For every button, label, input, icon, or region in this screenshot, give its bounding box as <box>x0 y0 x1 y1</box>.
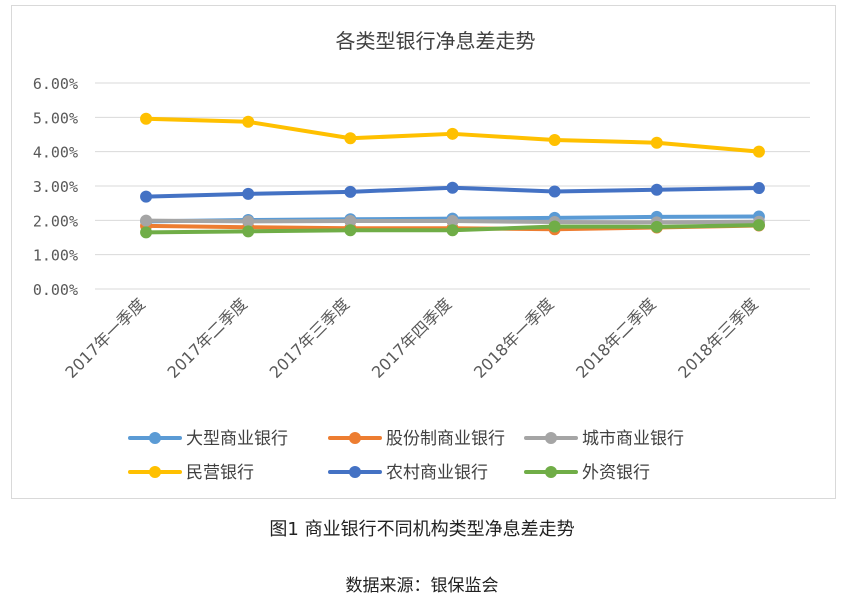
y-tick-label: 6.00% <box>33 75 78 93</box>
data-point <box>140 190 153 203</box>
x-tick-label: 2017年一季度 <box>61 294 148 381</box>
data-point <box>446 181 459 194</box>
legend-label: 民营银行 <box>186 463 254 483</box>
y-tick-label: 3.00% <box>33 178 78 196</box>
y-tick-label: 0.00% <box>33 281 78 299</box>
chart-title: 各类型银行净息差走势 <box>336 29 536 53</box>
data-point <box>242 225 255 238</box>
legend-label: 城市商业银行 <box>582 429 684 449</box>
data-point <box>650 220 663 233</box>
data-point <box>752 145 765 158</box>
x-tick-label: 2017年二季度 <box>164 294 251 381</box>
legend-marker <box>349 432 361 444</box>
legend-marker <box>349 466 361 478</box>
x-tick-label: 2018年一季度 <box>470 294 557 381</box>
legend-label: 外资银行 <box>582 463 650 483</box>
x-tick-label: 2018年二季度 <box>572 294 659 381</box>
data-point <box>140 226 153 239</box>
chart-frame: 各类型银行净息差走势 0.00% 1.00% 2.00% 3.00% 4.00% 5.00%… <box>11 5 836 499</box>
data-point <box>446 224 459 237</box>
legend-label: 股份制商业银行 <box>386 429 505 449</box>
data-point <box>344 132 357 145</box>
legend-label: 农村商业银行 <box>386 463 488 483</box>
data-point <box>242 215 255 228</box>
legend-marker <box>149 466 161 478</box>
data-point <box>752 219 765 232</box>
data-point <box>140 214 153 227</box>
y-tick-label: 1.00% <box>33 247 78 265</box>
line-chart: 各类型银行净息差走势 0.00% 1.00% 2.00% 3.00% 4.00% 5.00%… <box>33 29 810 483</box>
data-point <box>548 133 561 146</box>
data-point <box>548 185 561 198</box>
legend-marker <box>545 466 557 478</box>
data-point <box>242 115 255 128</box>
legend-label: 大型商业银行 <box>186 429 288 449</box>
data-point <box>650 183 663 196</box>
data-point <box>548 220 561 233</box>
data-point <box>446 127 459 140</box>
data-point <box>140 112 153 125</box>
data-point <box>344 185 357 198</box>
legend-marker <box>149 432 161 444</box>
data-point <box>242 187 255 200</box>
x-tick-label: 2018年三季度 <box>674 294 761 381</box>
source-note: 数据来源：银保监会 <box>345 576 499 596</box>
y-tick-label: 2.00% <box>33 212 78 230</box>
data-point <box>752 182 765 195</box>
x-tick-label: 2017年三季度 <box>266 294 353 381</box>
figure-caption: 图1 商业银行不同机构类型净息差走势 <box>269 519 575 540</box>
legend-marker <box>545 432 557 444</box>
x-tick-label: 2017年四季度 <box>368 294 455 381</box>
y-tick-label: 5.00% <box>33 109 78 127</box>
y-tick-label: 4.00% <box>33 144 78 162</box>
data-point <box>650 136 663 149</box>
data-point <box>344 224 357 237</box>
